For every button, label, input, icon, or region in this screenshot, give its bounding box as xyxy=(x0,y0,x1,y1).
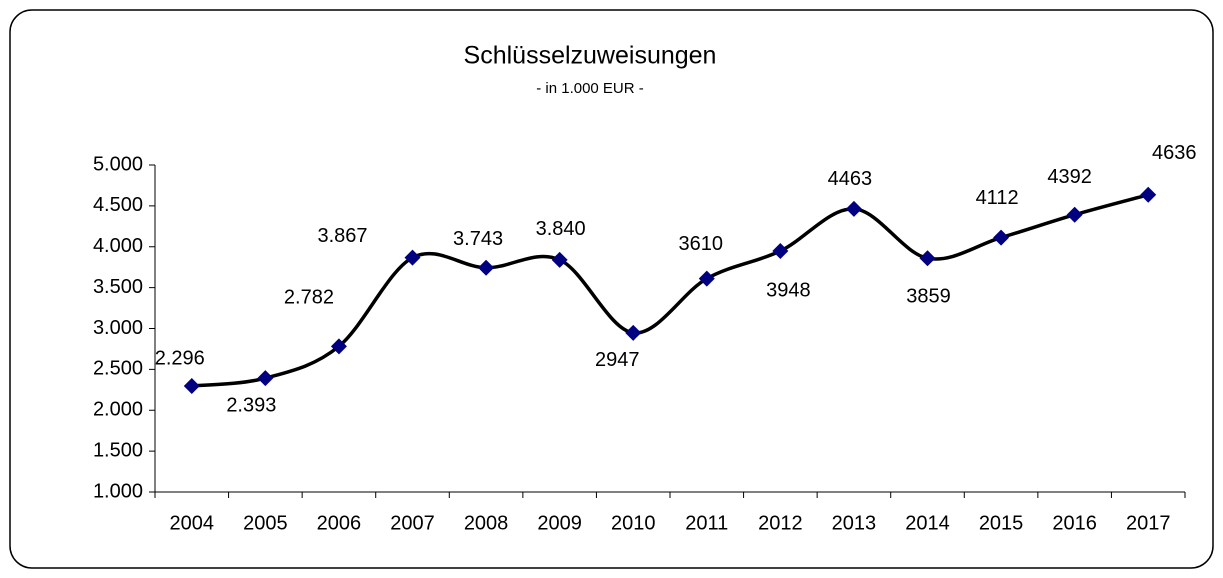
y-tick-label: 3.000 xyxy=(93,317,143,339)
data-label: 2.782 xyxy=(284,287,334,309)
chart-frame xyxy=(9,9,1214,569)
series-line xyxy=(191,193,1149,388)
x-tick-label: 2017 xyxy=(1126,512,1171,534)
data-point xyxy=(1066,206,1083,223)
x-tick-label: 2007 xyxy=(390,512,435,534)
data-label: 3.743 xyxy=(453,228,503,250)
x-tick-label: 2013 xyxy=(832,512,877,534)
data-label: 3859 xyxy=(906,286,951,308)
data-point xyxy=(1140,186,1157,203)
data-point xyxy=(551,251,568,268)
data-point xyxy=(772,243,789,260)
data-point xyxy=(330,338,347,355)
data-point xyxy=(919,250,936,267)
data-label: 3.840 xyxy=(536,218,586,240)
x-tick-label: 2008 xyxy=(464,512,509,534)
x-tick-label: 2016 xyxy=(1052,512,1097,534)
data-label: 4636 xyxy=(1152,142,1197,164)
chart-subtitle: - in 1.000 EUR - xyxy=(536,80,644,97)
data-label: 4463 xyxy=(828,168,873,190)
y-tick-label: 2.500 xyxy=(93,358,143,380)
data-label: 2.393 xyxy=(226,394,276,416)
data-label: 4112 xyxy=(976,187,1019,209)
y-tick-label: 4.000 xyxy=(93,235,143,257)
data-point xyxy=(845,200,862,217)
x-tick-label: 2012 xyxy=(758,512,803,534)
data-point xyxy=(257,370,274,387)
data-point xyxy=(183,378,200,395)
data-label: 3610 xyxy=(679,233,724,255)
data-point xyxy=(478,259,495,276)
data-label: 3.867 xyxy=(317,225,367,247)
data-point xyxy=(625,324,642,341)
data-label: 3948 xyxy=(766,279,811,301)
y-tick-label: 1.500 xyxy=(93,439,143,461)
data-label: 4392 xyxy=(1047,166,1092,188)
x-tick-label: 2004 xyxy=(170,512,215,534)
x-tick-label: 2005 xyxy=(243,512,288,534)
y-tick-label: 5.000 xyxy=(93,153,143,175)
y-tick-label: 3.500 xyxy=(93,276,143,298)
data-point xyxy=(698,270,715,287)
y-tick-label: 2.000 xyxy=(93,399,143,421)
data-point xyxy=(404,249,421,266)
x-tick-label: 2010 xyxy=(611,512,656,534)
y-tick-label: 1.000 xyxy=(93,480,143,502)
x-tick-label: 2011 xyxy=(685,512,728,534)
data-label: 2.296 xyxy=(155,347,205,369)
x-tick-label: 2014 xyxy=(905,512,950,534)
x-tick-label: 2006 xyxy=(317,512,362,534)
y-tick-label: 4.500 xyxy=(93,194,143,216)
x-tick-label: 2009 xyxy=(537,512,582,534)
chart-title: Schlüsselzuweisungen xyxy=(464,42,717,70)
x-tick-label: 2015 xyxy=(979,512,1024,534)
data-label: 2947 xyxy=(595,349,640,371)
data-point xyxy=(993,229,1010,246)
